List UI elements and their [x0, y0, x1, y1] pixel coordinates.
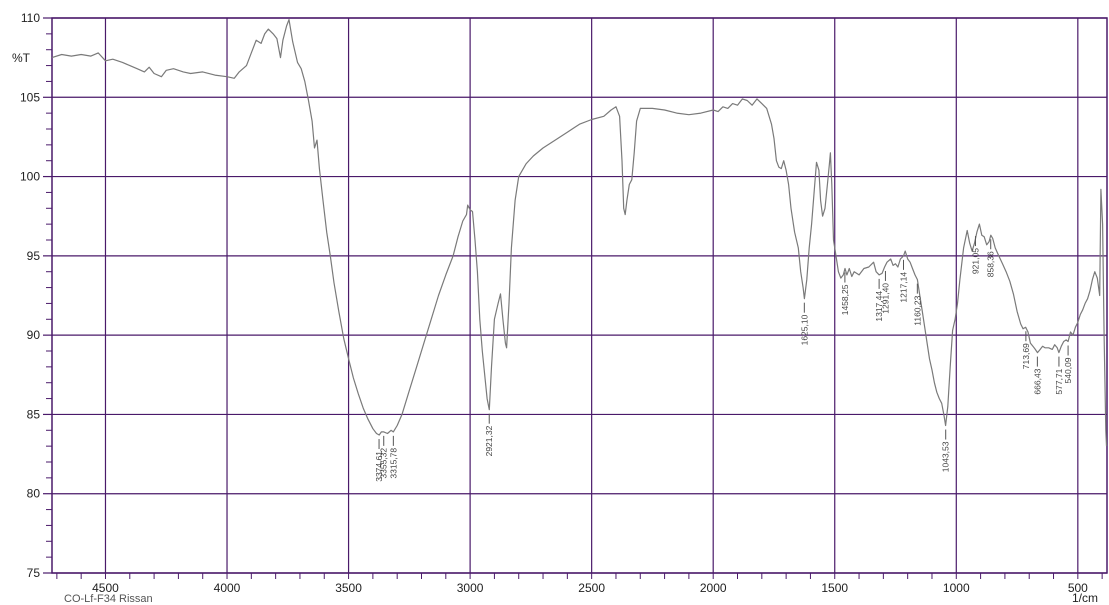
peak-label: 3315,78: [388, 448, 398, 479]
x-tick-label: 1000: [943, 581, 970, 595]
y-tick-label: 95: [27, 249, 41, 263]
ticks: 4500 4000 3500 3000 2500 2000 1500 1000 500 75 80 8…: [20, 11, 1103, 595]
y-tick-label: 110: [21, 11, 40, 25]
x-tick-label: 1500: [821, 581, 848, 595]
peak-label: 1317,44: [874, 291, 884, 322]
sample-label: CO-Lf-F34 Rissan: [64, 593, 153, 605]
series: [51, 19, 1108, 447]
y-axis-unit-label: %T: [12, 51, 31, 65]
peak-label: 1160,23: [912, 295, 922, 325]
x-tick-label: 2000: [700, 581, 727, 595]
peak-label: 921,05: [970, 248, 980, 274]
y-tick-label: 85: [27, 407, 41, 421]
peak-label: 1625,10: [799, 314, 809, 345]
peak-label: 577,71: [1054, 368, 1064, 394]
peak-label: 1291,40: [880, 283, 890, 314]
peak-label: 1458,25: [840, 284, 850, 315]
spectrum-line: [51, 19, 1108, 447]
peak-label: 858,36: [986, 251, 996, 277]
x-tick-label: 3000: [457, 581, 484, 595]
y-tick-label: 75: [27, 566, 41, 580]
peak-label: 1043,53: [941, 441, 951, 472]
peak-label: 2921,32: [484, 425, 494, 456]
x-tick-label: 500: [1068, 581, 1088, 595]
peak-label: 3355,32: [379, 448, 389, 479]
y-tick-label: 100: [20, 170, 40, 184]
peak-label: 713,69: [1021, 343, 1031, 369]
x-tick-label: 4500: [92, 581, 119, 595]
x-axis-unit-label: 1/cm: [1072, 591, 1098, 605]
y-tick-label: 90: [27, 328, 41, 342]
peak-label: 540,09: [1063, 357, 1073, 383]
axes: [51, 17, 1108, 574]
x-tick-label: 2500: [578, 581, 605, 595]
y-tick-label: 80: [27, 487, 41, 501]
peak-label: 666,43: [1032, 368, 1042, 394]
x-tick-label: 3500: [335, 581, 362, 595]
peak-label: 1217,14: [899, 272, 909, 303]
peak-label: 3374,61: [374, 451, 384, 482]
plot-frame: [51, 17, 1108, 574]
grid: [52, 17, 1107, 574]
y-tick-label: 105: [20, 90, 40, 104]
x-tick-label: 4000: [214, 581, 241, 595]
